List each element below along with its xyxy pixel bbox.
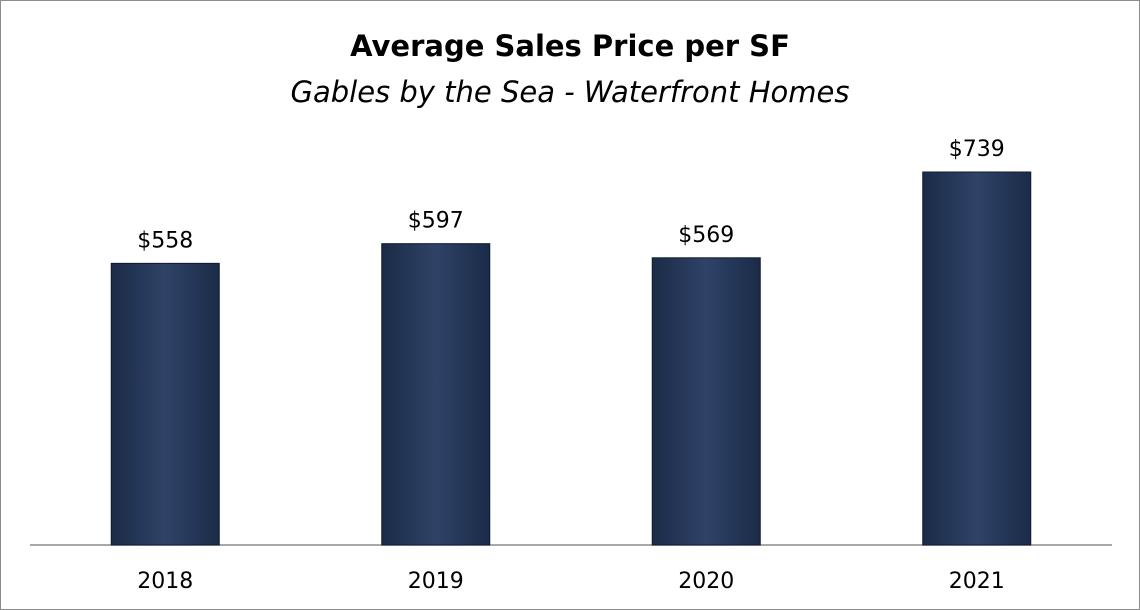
x-tick-label-2018: 2018 xyxy=(137,569,193,594)
x-tick-label-2020: 2020 xyxy=(678,569,734,594)
bar-2020 xyxy=(651,257,761,546)
data-label-2021: $739 xyxy=(949,137,1005,162)
x-tick-label-2021: 2021 xyxy=(949,569,1005,594)
chart-title: Average Sales Price per SF xyxy=(350,29,790,63)
chart-subtitle: Gables by the Sea - Waterfront Homes xyxy=(290,75,850,109)
data-label-2019: $597 xyxy=(408,209,464,234)
bar-2019 xyxy=(381,243,491,546)
x-tick-label-2019: 2019 xyxy=(408,569,464,594)
bar-2021 xyxy=(922,171,1032,546)
data-label-2018: $558 xyxy=(137,228,193,253)
data-label-2020: $569 xyxy=(678,223,734,248)
bar-2018 xyxy=(110,262,220,546)
